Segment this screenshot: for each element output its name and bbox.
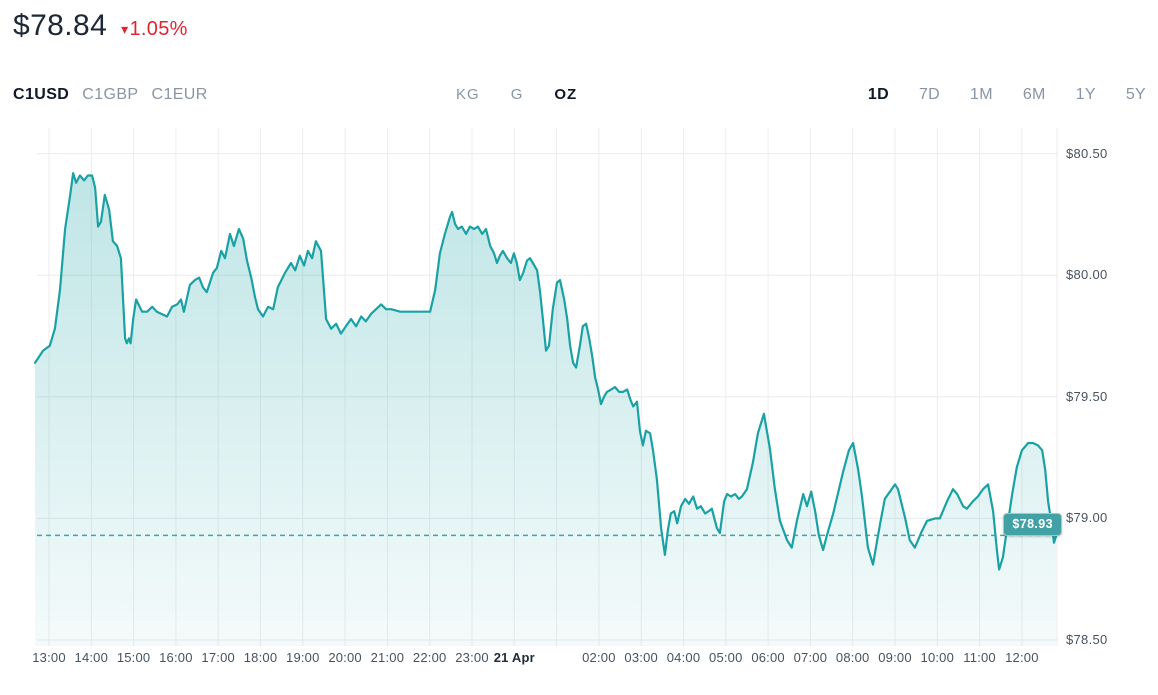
x-axis-label: 14:00 <box>74 650 109 665</box>
range-tab-1y[interactable]: 1Y <box>1075 86 1096 103</box>
x-axis-label: 15:00 <box>116 650 151 665</box>
price-value: $78.84 <box>13 9 108 42</box>
current-price-badge: $78.93 <box>1003 513 1062 537</box>
x-axis-label: 07:00 <box>793 650 828 665</box>
x-axis-label: 06:00 <box>751 650 785 665</box>
x-axis-label: 10:00 <box>920 650 955 665</box>
x-axis-label: 20:00 <box>328 650 362 665</box>
price-change-value: 1.05% <box>129 18 188 40</box>
range-tab-5y[interactable]: 5Y <box>1125 86 1146 103</box>
currency-tab-c1usd[interactable]: C1USD <box>13 86 70 103</box>
y-axis-label: $80.00 <box>1066 267 1108 283</box>
unit-tab-oz[interactable]: OZ <box>554 86 578 103</box>
price-header: $78.84 ▾ 1.05% <box>13 9 188 43</box>
price-change: ▾ 1.05% <box>121 18 188 41</box>
y-axis-label: $78.50 <box>1066 632 1108 647</box>
x-axis-label: 08:00 <box>835 650 870 665</box>
currency-tab-c1gbp[interactable]: C1GBP <box>82 86 139 103</box>
x-axis-label: 02:00 <box>582 650 616 665</box>
x-axis-date-label: 21 Apr <box>493 650 535 665</box>
y-axis-label: $79.00 <box>1066 510 1108 526</box>
range-tab-6m[interactable]: 6M <box>1022 86 1046 103</box>
x-axis-label: 21:00 <box>370 650 405 665</box>
range-tab-1d[interactable]: 1D <box>867 86 889 103</box>
price-area <box>35 173 1057 646</box>
x-axis-label: 03:00 <box>624 650 658 665</box>
x-axis-label: 12:00 <box>1005 650 1039 665</box>
unit-tab-g[interactable]: G <box>510 86 524 103</box>
x-axis-label: 19:00 <box>286 650 320 665</box>
x-axis-label: 09:00 <box>878 650 912 665</box>
unit-tab-kg[interactable]: KG <box>456 86 480 103</box>
range-tabs: 1D 7D 1M 6M 1Y 5Y <box>868 86 1146 104</box>
range-tab-1m[interactable]: 1M <box>970 86 993 103</box>
price-line <box>33 172 1058 571</box>
currency-tabs: C1USD C1GBP C1EUR <box>13 86 208 104</box>
x-axis-label: 18:00 <box>243 650 278 665</box>
x-axis-label: 16:00 <box>159 650 193 665</box>
x-axis-label: 17:00 <box>201 650 235 665</box>
x-axis-label: 04:00 <box>666 650 701 665</box>
currency-tab-c1eur[interactable]: C1EUR <box>151 86 208 103</box>
y-axis-label: $80.50 <box>1066 145 1108 161</box>
triangle-down-icon: ▾ <box>121 21 129 37</box>
x-axis-label: 13:00 <box>32 650 66 665</box>
unit-tabs: KG G OZ <box>456 86 577 103</box>
x-axis-label: 11:00 <box>963 650 996 665</box>
y-axis-label: $79.50 <box>1066 388 1108 404</box>
x-axis-label: 22:00 <box>412 650 447 665</box>
range-tab-7d[interactable]: 7D <box>918 86 940 103</box>
chart-toolbar: C1USD C1GBP C1EUR KG G OZ 1D 7D 1M 6M 1Y 5Y <box>0 86 1158 108</box>
x-axis-label: 23:00 <box>455 650 489 665</box>
x-axis-label: 05:00 <box>709 650 743 665</box>
